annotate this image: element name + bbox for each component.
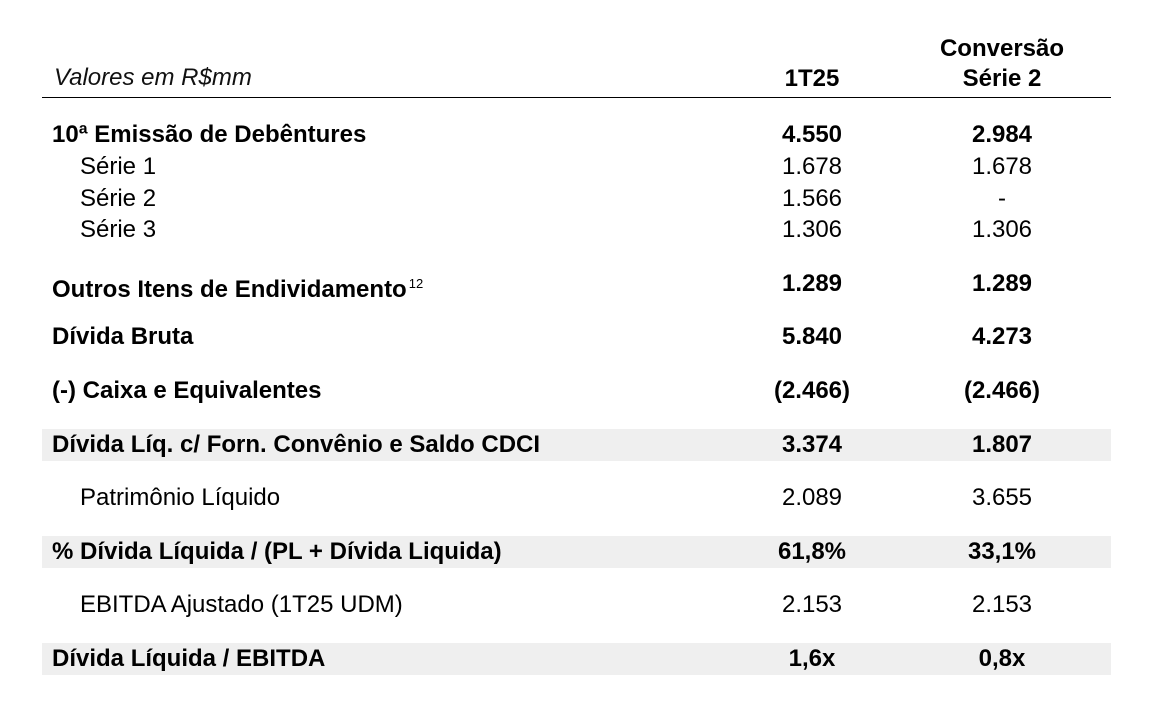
table-row-emissao: 10ª Emissão de Debêntures 4.550 2.984 [42, 119, 1111, 151]
row-label-text: Outros Itens de Endividamento [52, 276, 407, 303]
row-label: Série 3 [80, 216, 157, 243]
row-value-conversao: 0,8x [978, 645, 1026, 672]
row-value-1t25: (2.466) [773, 377, 851, 404]
row-value-1t25: 2.089 [781, 484, 843, 511]
row-value-conversao: 1.678 [971, 153, 1033, 180]
column-header-conversao: Conversão Série 2 [912, 34, 1092, 94]
row-label: Outros Itens de Endividamento 12 [52, 268, 424, 303]
row-value-conversao: (2.466) [963, 377, 1041, 404]
row-label: Dívida Bruta [52, 323, 194, 350]
row-value-1t25: 1.306 [781, 216, 843, 243]
row-label: Patrimônio Líquido [80, 484, 281, 511]
table-row-outros-itens: Outros Itens de Endividamento 12 1.289 1.… [42, 268, 1111, 303]
row-value-1t25: 2.153 [781, 591, 843, 618]
column-header-conversao-line1: Conversão [939, 35, 1065, 62]
row-label: Dívida Líquida / EBITDA [52, 645, 326, 672]
row-label: EBITDA Ajustado (1T25 UDM) [80, 591, 403, 618]
table-row-pct-divida: % Dívida Líquida / (PL + Dívida Liquida)… [42, 536, 1111, 568]
row-value-conversao: 1.306 [971, 216, 1033, 243]
row-value-1t25: 1,6x [788, 645, 836, 672]
row-label: Série 1 [80, 153, 157, 180]
table-row-ebitda: EBITDA Ajustado (1T25 UDM) 2.153 2.153 [42, 589, 1111, 621]
row-value-1t25: 1.678 [781, 153, 843, 180]
row-value-1t25: 61,8% [777, 538, 847, 565]
row-value-conversao: 1.289 [971, 270, 1033, 297]
row-value-1t25: 3.374 [781, 431, 843, 458]
row-value-1t25: 1.566 [781, 185, 843, 212]
row-value-1t25: 1.289 [781, 270, 843, 297]
table-row-divida-ebitda: Dívida Líquida / EBITDA 1,6x 0,8x [42, 643, 1111, 675]
table-row-serie-2: Série 2 1.566 - [42, 183, 1111, 215]
row-value-conversao: - [998, 185, 1006, 212]
debt-table: Valores em R$mm 1T25 Conversão Série 2 1… [42, 0, 1111, 712]
row-label: Dívida Líq. c/ Forn. Convênio e Saldo CD… [52, 431, 541, 458]
column-header-1t25: 1T25 [784, 65, 840, 92]
row-label: (-) Caixa e Equivalentes [52, 377, 322, 404]
row-value-1t25: 4.550 [781, 121, 843, 148]
units-label: Valores em R$mm [54, 64, 252, 91]
row-label: % Dívida Líquida / (PL + Dívida Liquida) [52, 538, 502, 565]
row-value-conversao: 3.655 [971, 484, 1033, 511]
row-value-conversao: 4.273 [971, 323, 1033, 350]
header-divider [42, 97, 1111, 98]
table-row-patrimonio: Patrimônio Líquido 2.089 3.655 [42, 482, 1111, 514]
row-label: 10ª Emissão de Debêntures [52, 121, 367, 148]
table-row-divida-liquida-convenio: Dívida Líq. c/ Forn. Convênio e Saldo CD… [42, 429, 1111, 461]
footnote-marker: 12 [408, 276, 424, 291]
row-value-conversao: 2.984 [971, 121, 1033, 148]
column-header-conversao-line2: Série 2 [962, 65, 1042, 92]
row-label: Série 2 [80, 185, 157, 212]
table-row-serie-1: Série 1 1.678 1.678 [42, 151, 1111, 183]
row-value-conversao: 1.807 [971, 431, 1033, 458]
table-row-divida-bruta: Dívida Bruta 5.840 4.273 [42, 321, 1111, 353]
table-row-caixa: (-) Caixa e Equivalentes (2.466) (2.466) [42, 375, 1111, 407]
row-value-1t25: 5.840 [781, 323, 843, 350]
table-row-serie-3: Série 3 1.306 1.306 [42, 214, 1111, 246]
row-value-conversao: 33,1% [967, 538, 1037, 565]
row-value-conversao: 2.153 [971, 591, 1033, 618]
